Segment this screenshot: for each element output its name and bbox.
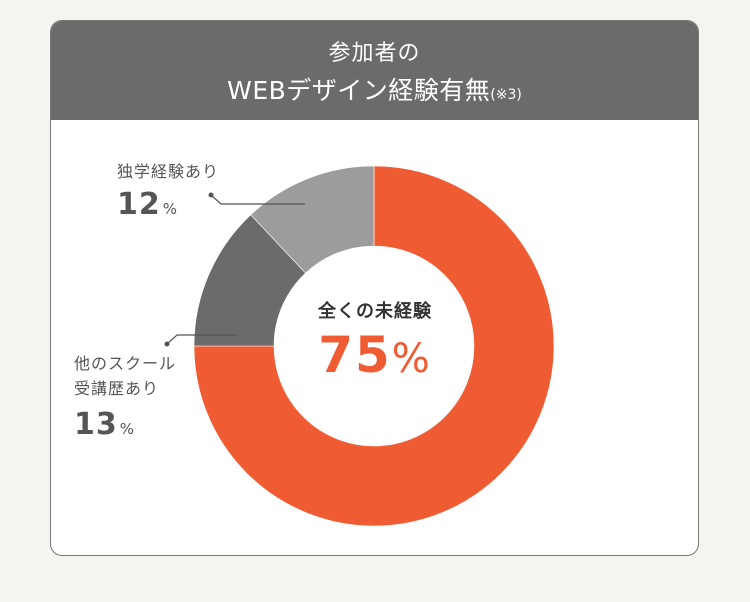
center-value: 75% (300, 326, 450, 384)
value-other-school-number: 13 (74, 407, 118, 442)
chart-title-main: WEBデザイン経験有無 (227, 76, 491, 105)
chart-card: 参加者の WEBデザイン経験有無(※3) (50, 20, 699, 556)
chart-title-line2: WEBデザイン経験有無(※3) (51, 71, 698, 107)
leader-line-other-school (164, 334, 237, 347)
chart-header: 参加者の WEBデザイン経験有無(※3) (51, 21, 698, 120)
slice-none (193, 165, 555, 527)
value-self-study-number: 12 (117, 187, 161, 222)
value-other-school: 13% (74, 407, 135, 442)
slice-self-study (250, 165, 375, 274)
chart-title-line1: 参加者の (328, 41, 421, 66)
center-value-number: 75 (318, 326, 392, 384)
leader-line-self-study (208, 192, 305, 205)
label-other-school-line2: 受講歴あり (74, 379, 160, 398)
center-label: 全くの未経験 (318, 301, 432, 322)
value-self-study: 12% (117, 187, 178, 222)
label-other-school-line1: 他のスクール (74, 354, 177, 373)
label-self-study: 独学経験あり (117, 162, 220, 181)
chart-title-note: (※3) (490, 87, 522, 103)
center-value-unit: % (391, 336, 432, 382)
value-self-study-unit: % (162, 200, 179, 218)
value-other-school-unit: % (119, 420, 136, 438)
